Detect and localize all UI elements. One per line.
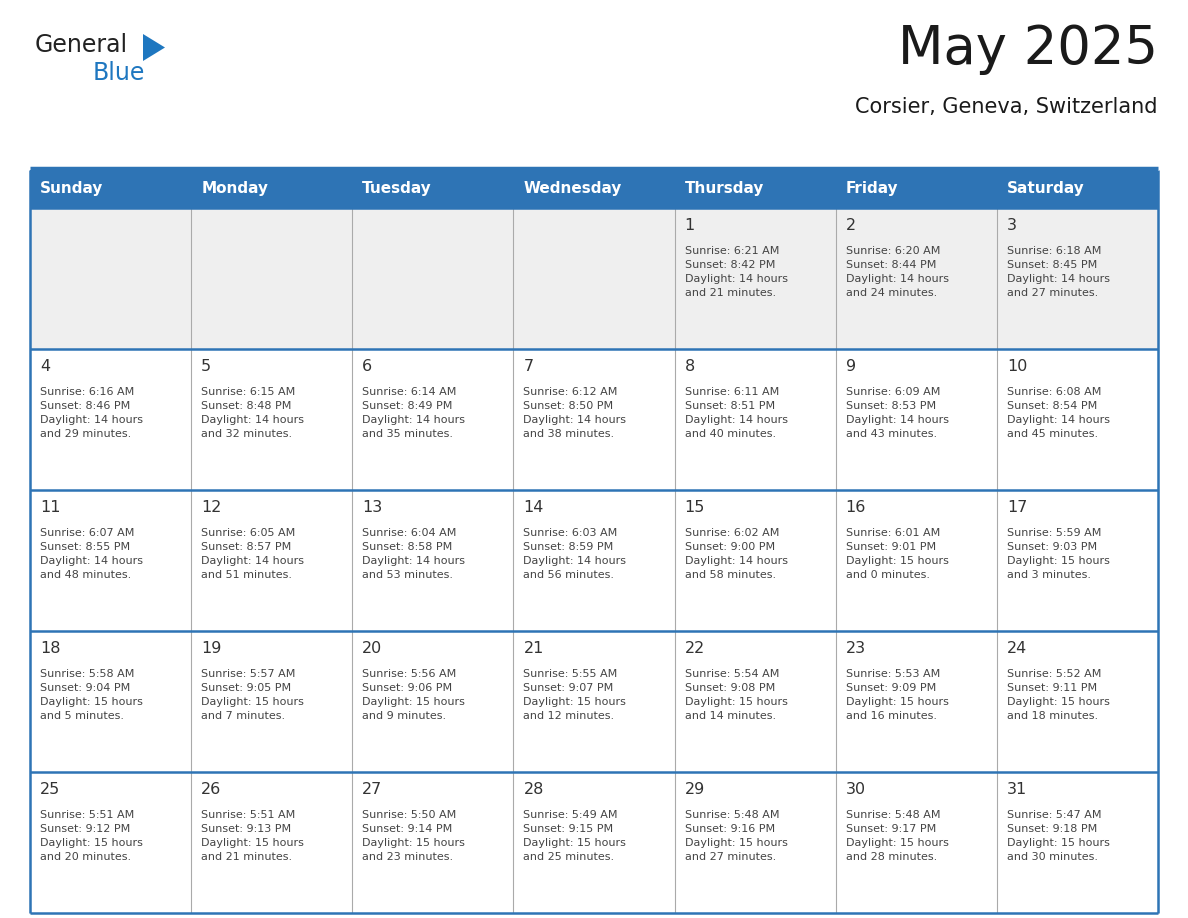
Text: Sunrise: 5:47 AM
Sunset: 9:18 PM
Daylight: 15 hours
and 30 minutes.: Sunrise: 5:47 AM Sunset: 9:18 PM Dayligh… [1007, 810, 1110, 862]
Text: 17: 17 [1007, 500, 1028, 515]
Text: 28: 28 [524, 782, 544, 797]
Text: Sunrise: 5:59 AM
Sunset: 9:03 PM
Daylight: 15 hours
and 3 minutes.: Sunrise: 5:59 AM Sunset: 9:03 PM Dayligh… [1007, 528, 1110, 580]
Text: 27: 27 [362, 782, 383, 797]
Text: 29: 29 [684, 782, 704, 797]
Bar [30, 349, 1158, 490]
Text: Sunrise: 5:52 AM
Sunset: 9:11 PM
Daylight: 15 hours
and 18 minutes.: Sunrise: 5:52 AM Sunset: 9:11 PM Dayligh… [1007, 669, 1110, 721]
Text: 2: 2 [846, 218, 855, 233]
Text: Sunrise: 6:04 AM
Sunset: 8:58 PM
Daylight: 14 hours
and 53 minutes.: Sunrise: 6:04 AM Sunset: 8:58 PM Dayligh… [362, 528, 466, 580]
Text: 19: 19 [201, 641, 221, 656]
Text: Sunrise: 5:55 AM
Sunset: 9:07 PM
Daylight: 15 hours
and 12 minutes.: Sunrise: 5:55 AM Sunset: 9:07 PM Dayligh… [524, 669, 626, 721]
Text: Sunrise: 5:58 AM
Sunset: 9:04 PM
Daylight: 15 hours
and 5 minutes.: Sunrise: 5:58 AM Sunset: 9:04 PM Dayligh… [40, 669, 143, 721]
Text: Sunrise: 6:09 AM
Sunset: 8:53 PM
Daylight: 14 hours
and 43 minutes.: Sunrise: 6:09 AM Sunset: 8:53 PM Dayligh… [846, 387, 949, 439]
Text: 5: 5 [201, 359, 211, 374]
Text: 18: 18 [40, 641, 61, 656]
Text: Wednesday: Wednesday [524, 182, 621, 196]
Text: Sunrise: 6:20 AM
Sunset: 8:44 PM
Daylight: 14 hours
and 24 minutes.: Sunrise: 6:20 AM Sunset: 8:44 PM Dayligh… [846, 246, 949, 298]
Text: Sunrise: 5:53 AM
Sunset: 9:09 PM
Daylight: 15 hours
and 16 minutes.: Sunrise: 5:53 AM Sunset: 9:09 PM Dayligh… [846, 669, 948, 721]
Text: 10: 10 [1007, 359, 1028, 374]
Text: Sunrise: 6:05 AM
Sunset: 8:57 PM
Daylight: 14 hours
and 51 minutes.: Sunrise: 6:05 AM Sunset: 8:57 PM Dayligh… [201, 528, 304, 580]
Text: Sunrise: 5:51 AM
Sunset: 9:12 PM
Daylight: 15 hours
and 20 minutes.: Sunrise: 5:51 AM Sunset: 9:12 PM Dayligh… [40, 810, 143, 862]
Text: 21: 21 [524, 641, 544, 656]
Text: Sunrise: 5:48 AM
Sunset: 9:17 PM
Daylight: 15 hours
and 28 minutes.: Sunrise: 5:48 AM Sunset: 9:17 PM Dayligh… [846, 810, 948, 862]
Text: Sunrise: 5:48 AM
Sunset: 9:16 PM
Daylight: 15 hours
and 27 minutes.: Sunrise: 5:48 AM Sunset: 9:16 PM Dayligh… [684, 810, 788, 862]
Text: Sunrise: 6:11 AM
Sunset: 8:51 PM
Daylight: 14 hours
and 40 minutes.: Sunrise: 6:11 AM Sunset: 8:51 PM Dayligh… [684, 387, 788, 439]
Text: 8: 8 [684, 359, 695, 374]
Text: Sunrise: 6:12 AM
Sunset: 8:50 PM
Daylight: 14 hours
and 38 minutes.: Sunrise: 6:12 AM Sunset: 8:50 PM Dayligh… [524, 387, 626, 439]
Text: Sunrise: 6:02 AM
Sunset: 9:00 PM
Daylight: 14 hours
and 58 minutes.: Sunrise: 6:02 AM Sunset: 9:00 PM Dayligh… [684, 528, 788, 580]
Text: 13: 13 [362, 500, 383, 515]
Text: Tuesday: Tuesday [362, 182, 432, 196]
Text: May 2025: May 2025 [898, 23, 1158, 75]
Text: Corsier, Geneva, Switzerland: Corsier, Geneva, Switzerland [855, 97, 1158, 117]
Text: Sunrise: 5:56 AM
Sunset: 9:06 PM
Daylight: 15 hours
and 9 minutes.: Sunrise: 5:56 AM Sunset: 9:06 PM Dayligh… [362, 669, 466, 721]
Text: Sunrise: 6:14 AM
Sunset: 8:49 PM
Daylight: 14 hours
and 35 minutes.: Sunrise: 6:14 AM Sunset: 8:49 PM Dayligh… [362, 387, 466, 439]
Text: Monday: Monday [201, 182, 268, 196]
Text: 4: 4 [40, 359, 50, 374]
Text: 25: 25 [40, 782, 61, 797]
Text: 15: 15 [684, 500, 704, 515]
Text: 14: 14 [524, 500, 544, 515]
Bar [30, 208, 1158, 349]
Text: Thursday: Thursday [684, 182, 764, 196]
Text: 16: 16 [846, 500, 866, 515]
Text: 9: 9 [846, 359, 855, 374]
Text: Sunrise: 6:16 AM
Sunset: 8:46 PM
Daylight: 14 hours
and 29 minutes.: Sunrise: 6:16 AM Sunset: 8:46 PM Dayligh… [40, 387, 143, 439]
Text: Blue: Blue [93, 61, 145, 85]
Text: Sunrise: 6:03 AM
Sunset: 8:59 PM
Daylight: 14 hours
and 56 minutes.: Sunrise: 6:03 AM Sunset: 8:59 PM Dayligh… [524, 528, 626, 580]
Text: 26: 26 [201, 782, 221, 797]
Text: Sunrise: 6:15 AM
Sunset: 8:48 PM
Daylight: 14 hours
and 32 minutes.: Sunrise: 6:15 AM Sunset: 8:48 PM Dayligh… [201, 387, 304, 439]
Text: 7: 7 [524, 359, 533, 374]
Text: 1: 1 [684, 218, 695, 233]
Text: 30: 30 [846, 782, 866, 797]
Text: Sunrise: 6:08 AM
Sunset: 8:54 PM
Daylight: 14 hours
and 45 minutes.: Sunrise: 6:08 AM Sunset: 8:54 PM Dayligh… [1007, 387, 1110, 439]
Text: Friday: Friday [846, 182, 898, 196]
Text: 24: 24 [1007, 641, 1028, 656]
Text: 23: 23 [846, 641, 866, 656]
Text: 22: 22 [684, 641, 704, 656]
Text: 20: 20 [362, 641, 383, 656]
Text: Sunrise: 5:54 AM
Sunset: 9:08 PM
Daylight: 15 hours
and 14 minutes.: Sunrise: 5:54 AM Sunset: 9:08 PM Dayligh… [684, 669, 788, 721]
Bar [30, 772, 1158, 913]
Bar [30, 490, 1158, 631]
Text: 11: 11 [40, 500, 61, 515]
Text: Sunrise: 6:18 AM
Sunset: 8:45 PM
Daylight: 14 hours
and 27 minutes.: Sunrise: 6:18 AM Sunset: 8:45 PM Dayligh… [1007, 246, 1110, 298]
Text: Sunrise: 5:49 AM
Sunset: 9:15 PM
Daylight: 15 hours
and 25 minutes.: Sunrise: 5:49 AM Sunset: 9:15 PM Dayligh… [524, 810, 626, 862]
Text: Sunrise: 6:21 AM
Sunset: 8:42 PM
Daylight: 14 hours
and 21 minutes.: Sunrise: 6:21 AM Sunset: 8:42 PM Dayligh… [684, 246, 788, 298]
Text: Sunrise: 6:01 AM
Sunset: 9:01 PM
Daylight: 15 hours
and 0 minutes.: Sunrise: 6:01 AM Sunset: 9:01 PM Dayligh… [846, 528, 948, 580]
Text: Sunday: Sunday [40, 182, 103, 196]
Text: General: General [34, 33, 128, 57]
Text: Sunrise: 5:51 AM
Sunset: 9:13 PM
Daylight: 15 hours
and 21 minutes.: Sunrise: 5:51 AM Sunset: 9:13 PM Dayligh… [201, 810, 304, 862]
Text: Sunrise: 5:50 AM
Sunset: 9:14 PM
Daylight: 15 hours
and 23 minutes.: Sunrise: 5:50 AM Sunset: 9:14 PM Dayligh… [362, 810, 466, 862]
Text: 6: 6 [362, 359, 372, 374]
Text: 12: 12 [201, 500, 221, 515]
Text: Sunrise: 6:07 AM
Sunset: 8:55 PM
Daylight: 14 hours
and 48 minutes.: Sunrise: 6:07 AM Sunset: 8:55 PM Dayligh… [40, 528, 143, 580]
Text: 31: 31 [1007, 782, 1028, 797]
Polygon shape [143, 34, 165, 61]
Text: Sunrise: 5:57 AM
Sunset: 9:05 PM
Daylight: 15 hours
and 7 minutes.: Sunrise: 5:57 AM Sunset: 9:05 PM Dayligh… [201, 669, 304, 721]
Bar [30, 170, 1158, 208]
Bar [30, 631, 1158, 772]
Text: 3: 3 [1007, 218, 1017, 233]
Text: Saturday: Saturday [1007, 182, 1085, 196]
